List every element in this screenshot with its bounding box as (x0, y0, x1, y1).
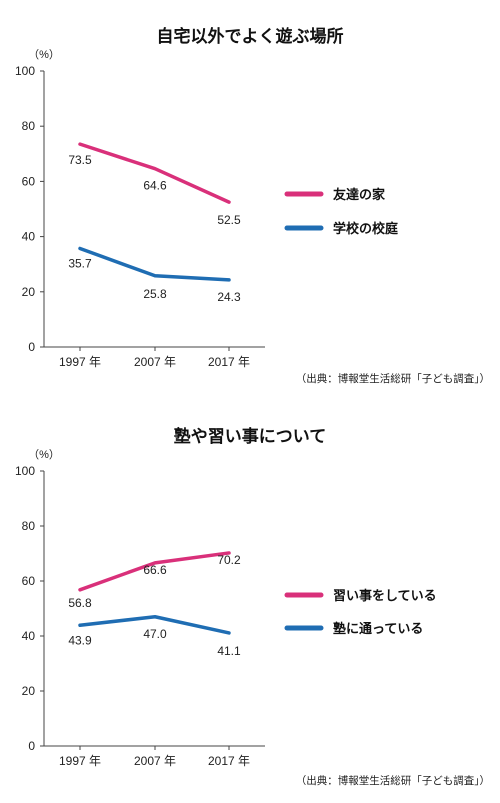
x-tick-label: 2007 年 (134, 355, 176, 369)
y-tick-label: 40 (22, 629, 36, 643)
chart-1: 自宅以外でよく遊ぶ場所 （%） 0 20 40 60 80 100 1997 年 2007 年 20… (15, 26, 490, 385)
source-note: （出典：博報堂生活総研「子ども調査」） (296, 774, 490, 787)
data-label: 24.3 (217, 290, 241, 304)
legend-label: 友達の家 (333, 187, 386, 203)
y-tick-label: 0 (28, 340, 35, 354)
data-label: 64.6 (143, 179, 167, 193)
legend-label: 学校の校庭 (333, 221, 399, 237)
data-label: 56.8 (68, 596, 92, 610)
data-label: 41.1 (217, 644, 241, 658)
data-label: 52.5 (217, 213, 241, 227)
data-label: 25.8 (143, 287, 167, 301)
y-tick-label: 20 (22, 285, 36, 299)
legend-label: 習い事をしている (333, 588, 437, 604)
x-tick-label: 2017 年 (208, 355, 250, 369)
source-note: （出典：博報堂生活総研「子ども調査」） (296, 372, 490, 385)
y-tick-label: 20 (22, 684, 36, 698)
data-label: 43.9 (68, 633, 92, 647)
x-tick-label: 2007 年 (134, 754, 176, 768)
y-tick-label: 80 (22, 519, 36, 533)
chart-2: 塾や習い事について （%） 0 20 40 60 80 100 1997 年 2007 年 2017… (15, 426, 490, 787)
y-tick-label: 60 (22, 174, 36, 188)
series-line (78, 246, 231, 282)
data-label: 73.5 (68, 153, 92, 167)
chart-title: 自宅以外でよく遊ぶ場所 (157, 26, 344, 47)
x-tick-label: 1997 年 (59, 355, 101, 369)
x-tick-label: 2017 年 (208, 754, 250, 768)
y-tick-label: 40 (22, 230, 36, 244)
data-label: 47.0 (143, 627, 167, 641)
data-label: 35.7 (68, 256, 92, 270)
x-tick-label: 1997 年 (59, 754, 101, 768)
y-tick-label: 0 (28, 739, 35, 753)
series-line (78, 142, 231, 204)
chart-title: 塾や習い事について (174, 426, 327, 447)
y-tick-label: 100 (15, 64, 35, 78)
y-tick-label: 80 (22, 119, 36, 133)
y-tick-label: 60 (22, 574, 36, 588)
legend-label: 塾に通っている (333, 621, 423, 637)
data-label: 66.6 (143, 563, 167, 577)
y-axis-unit: （%） (28, 48, 60, 61)
y-tick-label: 100 (15, 464, 35, 478)
data-label: 70.2 (217, 553, 241, 567)
y-axis-unit: （%） (28, 448, 60, 461)
